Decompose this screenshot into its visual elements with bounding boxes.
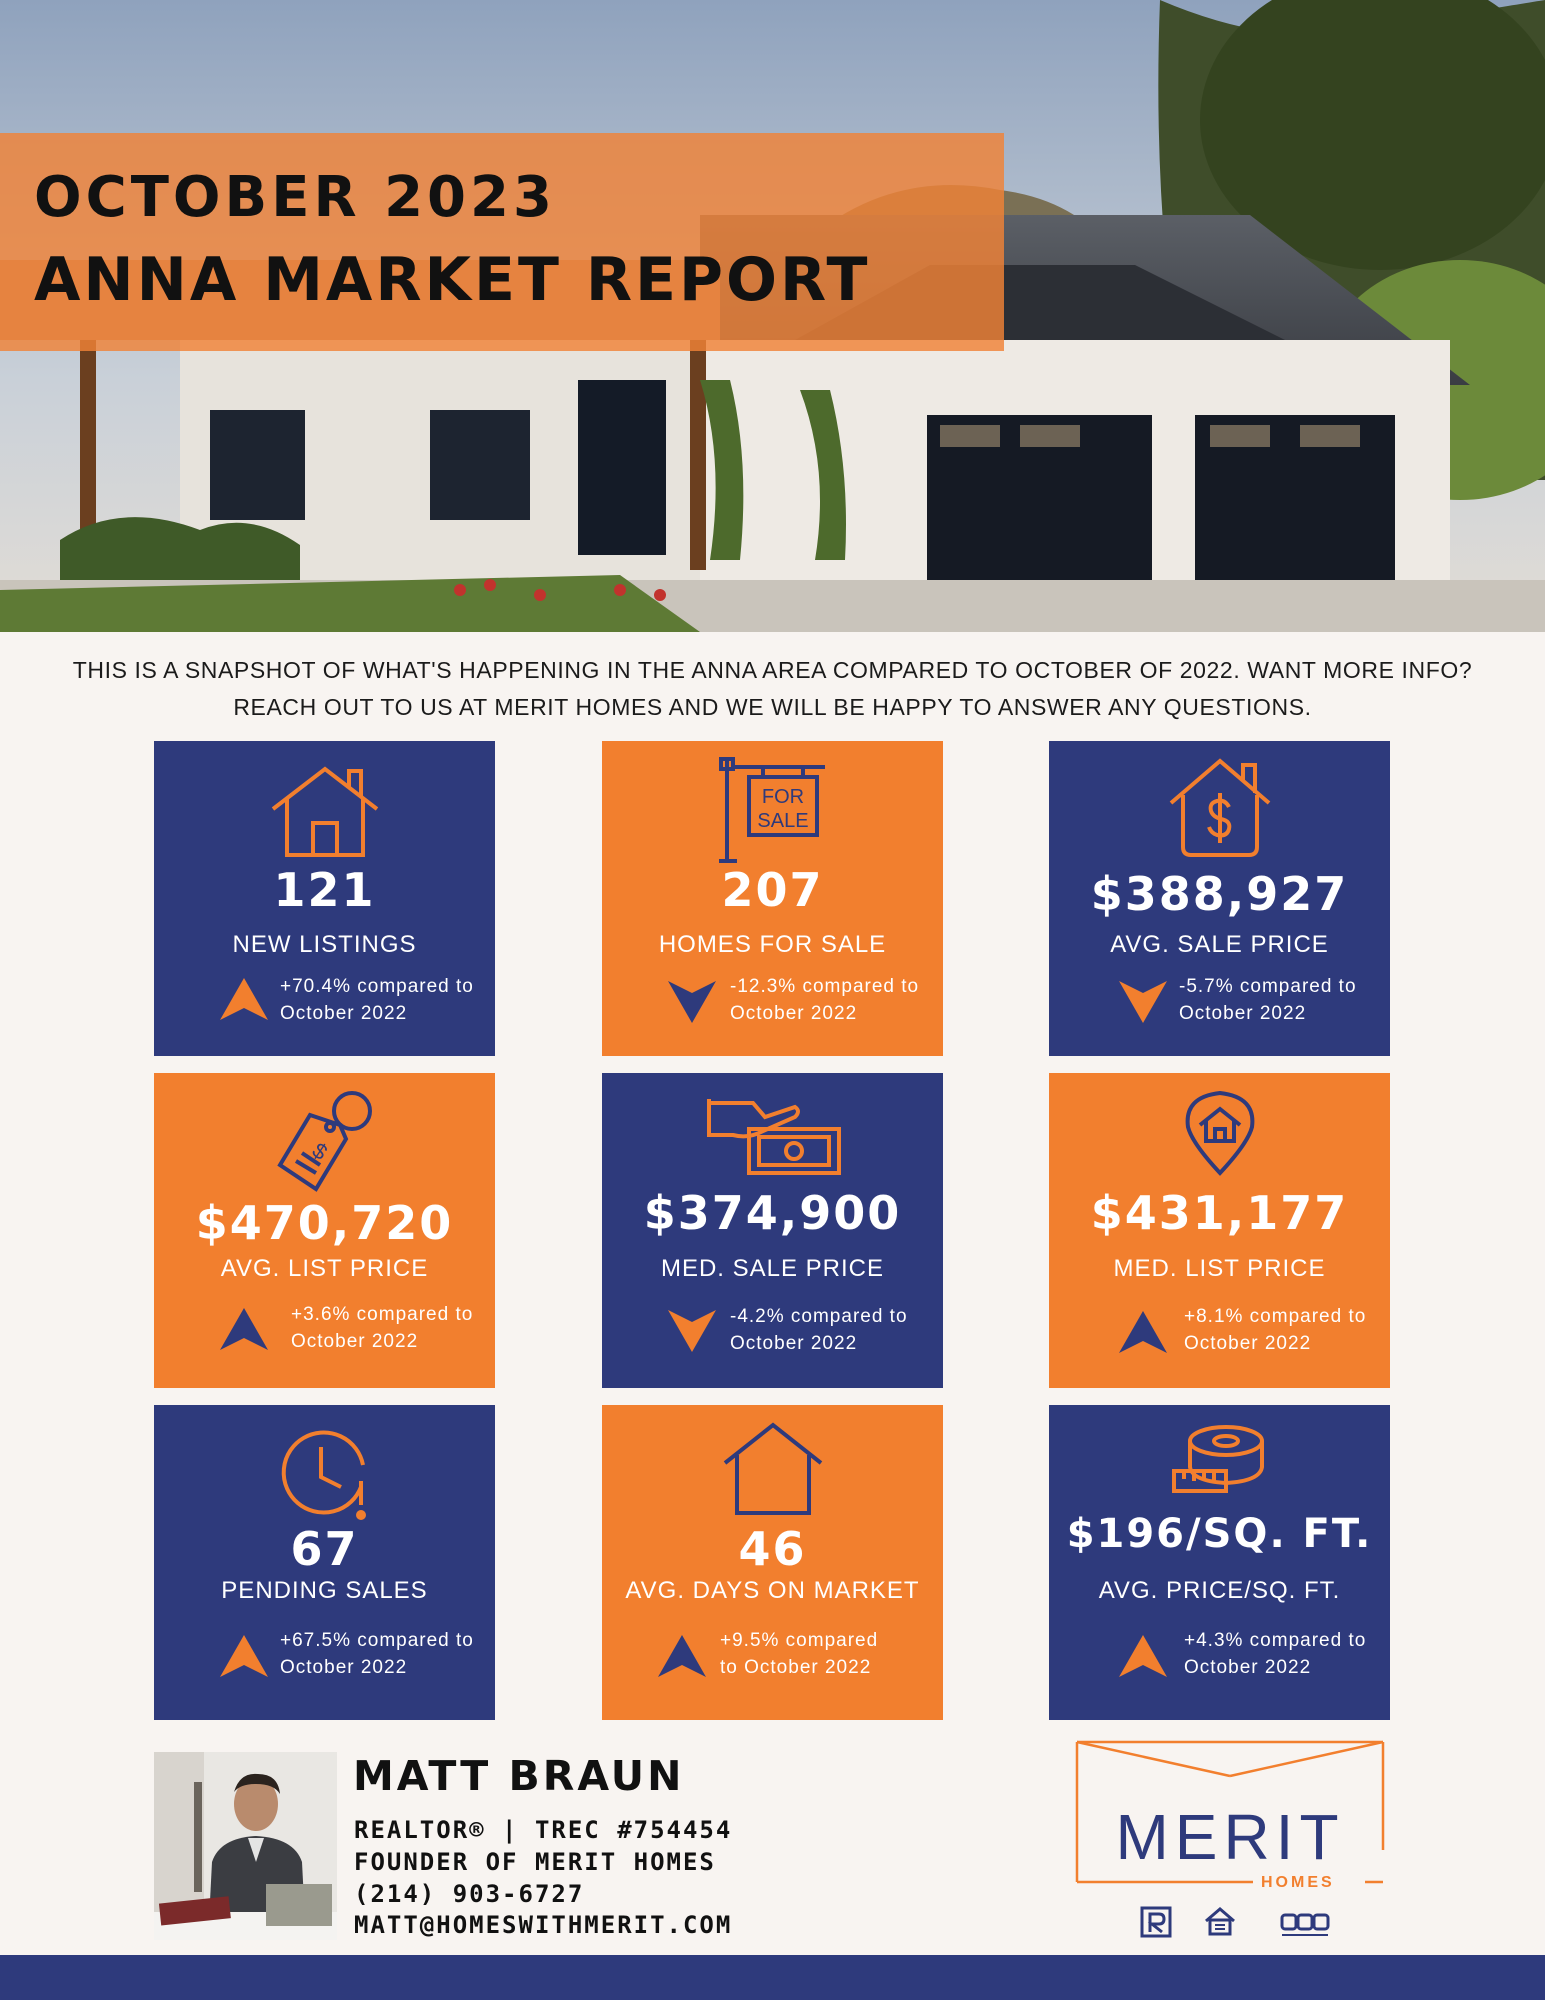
stat-value: $431,177 <box>1090 1186 1349 1240</box>
stat-tile-avg-list-price: $ $470,720 AVG. LIST PRICE +3.6% compare… <box>154 1073 495 1388</box>
report-month: OCTOBER 2023 <box>34 165 556 230</box>
stat-change: -12.3% compared to October 2022 <box>730 976 920 1024</box>
realtor-r-icon <box>1140 1906 1172 1938</box>
stat-tile-avg-days-on-market: 46 AVG. DAYS ON MARKET +9.5% compared to… <box>602 1405 943 1720</box>
stat-label: MED. LIST PRICE <box>1113 1255 1326 1282</box>
stat-change: +8.1% compared to October 2022 <box>1184 1306 1367 1354</box>
stat-change: -4.2% compared to October 2022 <box>730 1306 908 1354</box>
report-title: ANNA MARKET REPORT <box>34 245 871 315</box>
agent-name: MATT BRAUN <box>353 1752 685 1800</box>
trend-up-arrow-icon <box>220 1308 268 1350</box>
stat-label: PENDING SALES <box>221 1577 428 1604</box>
clock-alert-icon <box>154 1425 495 1525</box>
house-outline-icon <box>602 1419 943 1519</box>
stat-value: 46 <box>738 1522 807 1576</box>
agent-photo <box>154 1752 337 1940</box>
certification-badges <box>1140 1905 1340 1941</box>
stat-value: $374,900 <box>643 1186 902 1240</box>
logo-wordmark: MERIT <box>1115 1801 1345 1873</box>
for-sale-sign-icon: FOR SALE <box>602 753 943 863</box>
stat-tile-homes-for-sale: FOR SALE 207 HOMES FOR SALE -12.3% compa… <box>602 741 943 1056</box>
intro-line-1: THIS IS A SNAPSHOT OF WHAT'S HAPPENING I… <box>72 657 1473 683</box>
intro-text: THIS IS A SNAPSHOT OF WHAT'S HAPPENING I… <box>40 652 1505 726</box>
location-house-icon <box>1049 1089 1390 1179</box>
stat-change: +67.5% compared to October 2022 <box>280 1630 474 1678</box>
stat-tile-avg-sale-price: $388,927 AVG. SALE PRICE -5.7% compared … <box>1049 741 1390 1056</box>
stat-label: AVG. SALE PRICE <box>1110 931 1329 958</box>
trend-up-arrow-icon <box>1119 1635 1167 1677</box>
stat-change: +9.5% compared to October 2022 <box>720 1630 879 1678</box>
stat-label: AVG. LIST PRICE <box>220 1255 429 1282</box>
stat-change: +70.4% compared to October 2022 <box>280 976 474 1024</box>
house-icon <box>154 761 495 861</box>
stat-change: +4.3% compared to October 2022 <box>1184 1630 1367 1678</box>
stat-value: 67 <box>290 1522 359 1576</box>
trend-down-arrow-icon <box>668 981 716 1023</box>
intro-line-2: REACH OUT TO US AT MERIT HOMES AND WE WI… <box>233 694 1312 720</box>
tape-measure-icon <box>1049 1423 1390 1499</box>
title-banner: OCTOBER 2023 ANNA MARKET REPORT <box>0 133 1004 351</box>
stat-label: HOMES FOR SALE <box>658 931 887 958</box>
stat-tile-med-sale-price: $374,900 MED. SALE PRICE -4.2% compared … <box>602 1073 943 1388</box>
stat-tile-med-list-price: $431,177 MED. LIST PRICE +8.1% compared … <box>1049 1073 1390 1388</box>
agent-email[interactable]: MATT@HOMESWITHMERIT.COM <box>354 1911 733 1939</box>
stat-tile-new-listings: 121 NEW LISTINGS +70.4% compared to Octo… <box>154 741 495 1056</box>
stat-label: MED. SALE PRICE <box>660 1255 885 1282</box>
trend-up-arrow-icon <box>220 1635 268 1677</box>
stat-label: AVG. PRICE/SQ. FT. <box>1098 1577 1341 1604</box>
trend-up-arrow-icon <box>220 978 268 1020</box>
agent-credentials: REALTOR® | TREC #754454 <box>354 1816 733 1844</box>
hero-photo: OCTOBER 2023 ANNA MARKET REPORT <box>0 0 1545 632</box>
price-tag-icon: $ <box>154 1085 495 1195</box>
stat-label: AVG. DAYS ON MARKET <box>625 1577 920 1604</box>
stat-value: $388,927 <box>1090 867 1349 921</box>
house-dollar-icon <box>1049 751 1390 861</box>
trend-up-arrow-icon <box>1119 1311 1167 1353</box>
hand-money-icon <box>602 1095 943 1175</box>
equal-housing-icon <box>1205 1907 1235 1936</box>
svg-text:SALE: SALE <box>757 810 808 832</box>
agent-title: FOUNDER OF MERIT HOMES <box>354 1848 716 1876</box>
stat-change: +3.6% compared to October 2022 <box>291 1304 474 1352</box>
stat-change: -5.7% compared to October 2022 <box>1179 976 1357 1024</box>
stat-label: NEW LISTINGS <box>232 931 417 958</box>
stat-value: 121 <box>273 863 376 917</box>
footer-bar <box>0 1955 1545 2000</box>
trend-up-arrow-icon <box>658 1635 706 1677</box>
stat-tile-avg-price-sq-ft: $196/SQ. FT. AVG. PRICE/SQ. FT. +4.3% co… <box>1049 1405 1390 1720</box>
stat-tile-pending-sales: 67 PENDING SALES +67.5% compared to Octo… <box>154 1405 495 1720</box>
merit-homes-logo: MERIT HOMES <box>1075 1740 1385 1891</box>
stat-value: $470,720 <box>195 1196 454 1250</box>
stat-value: $196/SQ. FT. <box>1066 1511 1373 1557</box>
stat-value: 207 <box>721 863 824 917</box>
trend-down-arrow-icon <box>668 1310 716 1352</box>
logo-subtitle: HOMES <box>1261 1874 1335 1891</box>
agent-phone[interactable]: (214) 903-6727 <box>354 1880 585 1908</box>
mls-icon <box>1280 1913 1330 1936</box>
trend-down-arrow-icon <box>1119 981 1167 1023</box>
svg-text:FOR: FOR <box>761 786 803 808</box>
